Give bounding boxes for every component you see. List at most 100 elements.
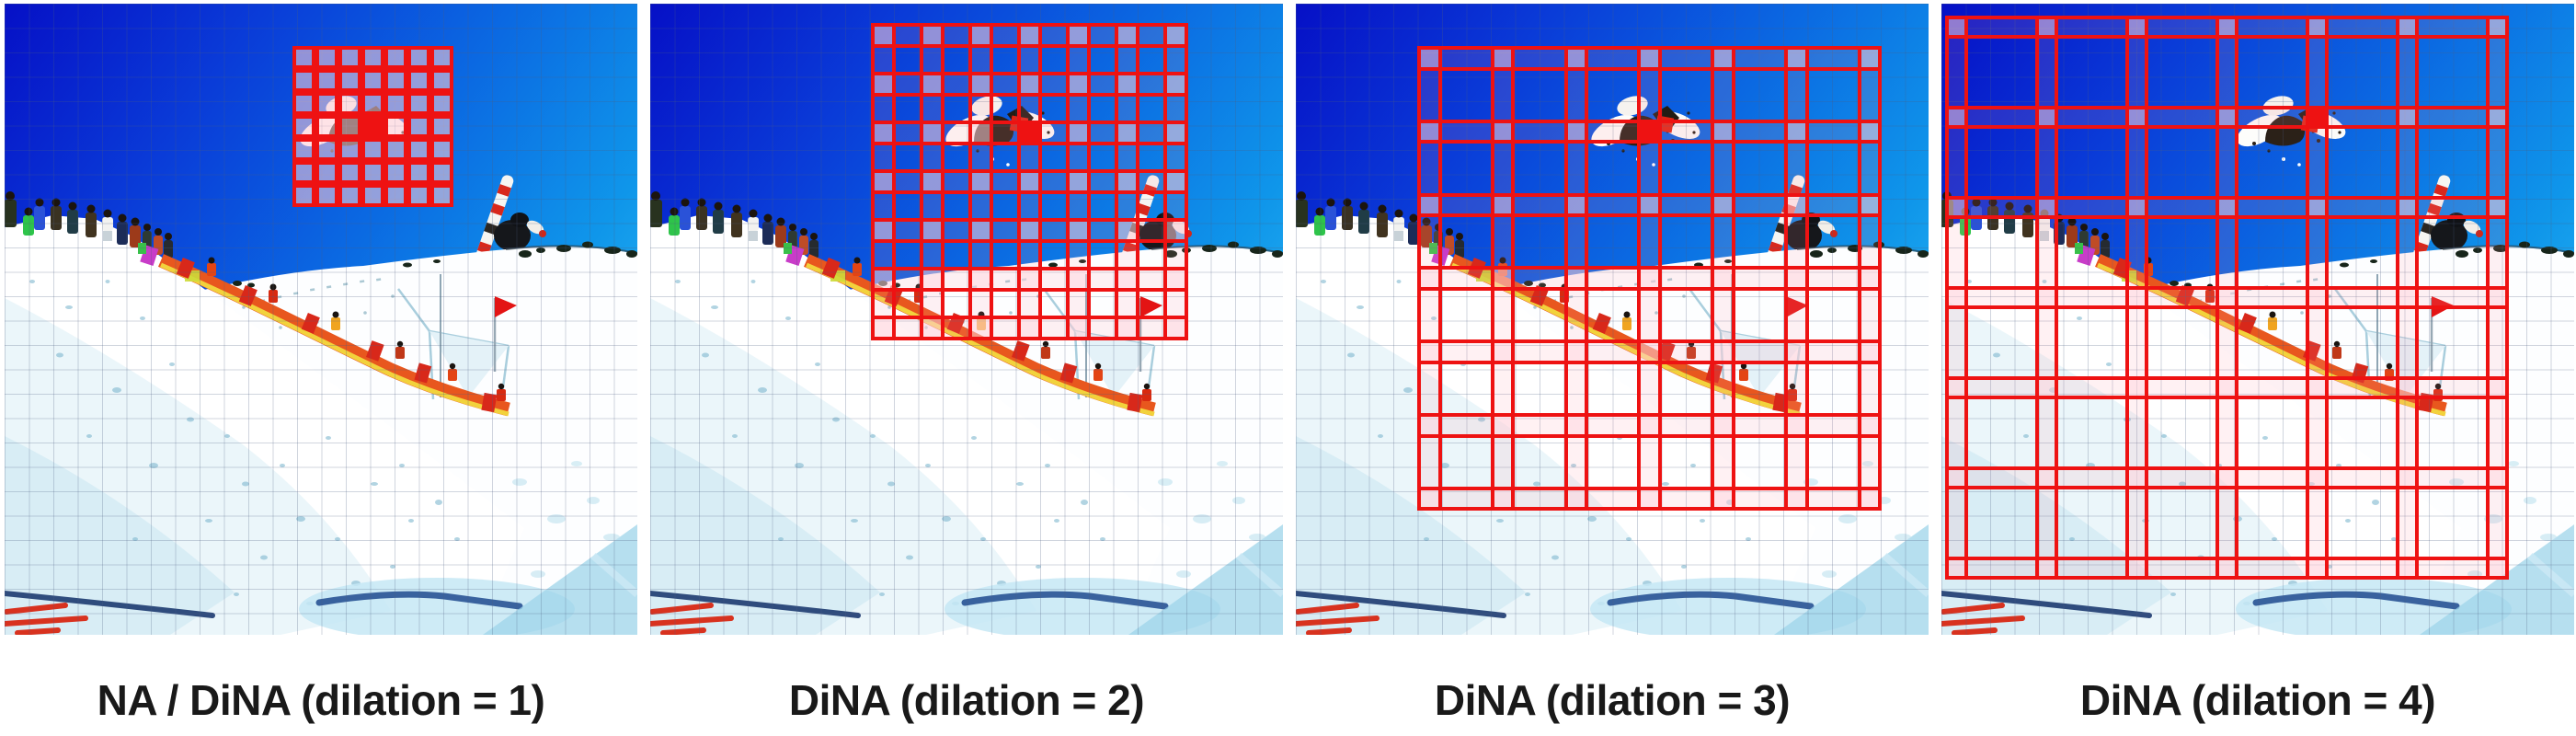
attended-cell [1711,192,1735,218]
query-cell [1017,121,1042,145]
attended-cell [1115,316,1139,340]
attended-cell [1490,266,1516,291]
attended-cell [315,161,338,184]
attended-cell [1784,46,1809,71]
fence-skiers [207,257,506,401]
ice-corner [1128,524,1283,635]
attended-cell [1017,169,1042,194]
attended-cell [1163,72,1188,97]
attended-cell [430,161,453,184]
attended-cell [2486,196,2509,219]
attended-cell [1417,413,1442,438]
attended-cell [1857,339,1883,364]
attended-cell [1115,23,1139,48]
attended-cell [968,218,993,243]
attended-cell [315,46,338,69]
attended-cell [1637,46,1662,71]
slope-texture [675,280,1105,605]
panel-dilation-2: DiNA (dilation = 2) [650,4,1283,724]
attended-cell [871,316,896,340]
attended-cell [1017,267,1042,292]
attended-cell [2125,466,2148,489]
red-flag [493,296,517,372]
attended-cell [1945,196,1968,219]
attended-cell [407,138,430,161]
attended-cell [2215,557,2238,580]
attended-cell [407,115,430,138]
ice-corner [483,524,637,635]
attended-cell [2306,376,2329,399]
attended-cell [2215,196,2238,219]
attended-cell [2215,286,2238,309]
query-cell [2306,106,2329,129]
photo-dilation-1 [5,4,637,635]
attended-cell [1711,339,1735,364]
attended-cell [1637,486,1662,512]
attended-cell [1066,23,1091,48]
red-ski-marks [1941,603,2025,635]
attended-cell [871,218,896,243]
attended-cell [968,72,993,97]
dark-track [650,591,861,618]
attended-cell [920,121,945,145]
attended-cell [2035,16,2058,39]
red-ski-marks [1296,603,1380,635]
attended-cell [2215,106,2238,129]
attended-cell [292,161,315,184]
attended-cell [1784,266,1809,291]
dark-track [1296,591,1506,618]
attended-cell [920,72,945,97]
attended-cell [1417,486,1442,512]
dark-track [5,591,215,618]
attended-cell [2486,16,2509,39]
attended-cell [2486,376,2509,399]
attended-cell [1017,316,1042,340]
attended-cell [1711,266,1735,291]
attended-cell [361,161,384,184]
slope-texture [29,280,460,605]
bushes [216,241,637,289]
attended-cell [1115,121,1139,145]
photo-dilation-4 [1941,4,2574,635]
panel-dilation-3: DiNA (dilation = 3) [1296,4,1929,724]
attended-cell [2125,557,2148,580]
attended-cell [384,115,407,138]
spectator-crowd [1296,191,1464,259]
attended-cell [338,161,361,184]
attended-cell [384,161,407,184]
attended-cell [1637,192,1662,218]
attended-cell [338,115,361,138]
attended-cell [871,267,896,292]
attention-window [1945,16,2509,580]
attended-cell [871,169,896,194]
query-cell [361,115,384,138]
attended-cell [871,121,896,145]
attended-cell [968,169,993,194]
attended-cell [1563,413,1589,438]
attended-cell [2306,557,2329,580]
attended-cell [1490,486,1516,512]
attended-cell [1784,119,1809,144]
attended-cell [407,69,430,92]
attended-cell [920,23,945,48]
attended-cell [430,115,453,138]
attended-cell [430,92,453,115]
attended-cell [1115,169,1139,194]
attended-cell [361,138,384,161]
attended-cell [361,46,384,69]
attended-cell [1417,119,1442,144]
attended-cell [1490,192,1516,218]
snowboarder [2407,175,2483,277]
attended-cell [1637,339,1662,364]
attended-cell [338,69,361,92]
attended-cell [1784,486,1809,512]
panel-dilation-1: NA / DiNA (dilation = 1) [5,4,637,724]
attended-cell [1857,413,1883,438]
attended-cell [1711,413,1735,438]
attended-cell [315,115,338,138]
attended-cell [1563,486,1589,512]
attended-cell [384,69,407,92]
attended-cell [430,69,453,92]
attended-cell [1417,46,1442,71]
attended-cell [361,69,384,92]
